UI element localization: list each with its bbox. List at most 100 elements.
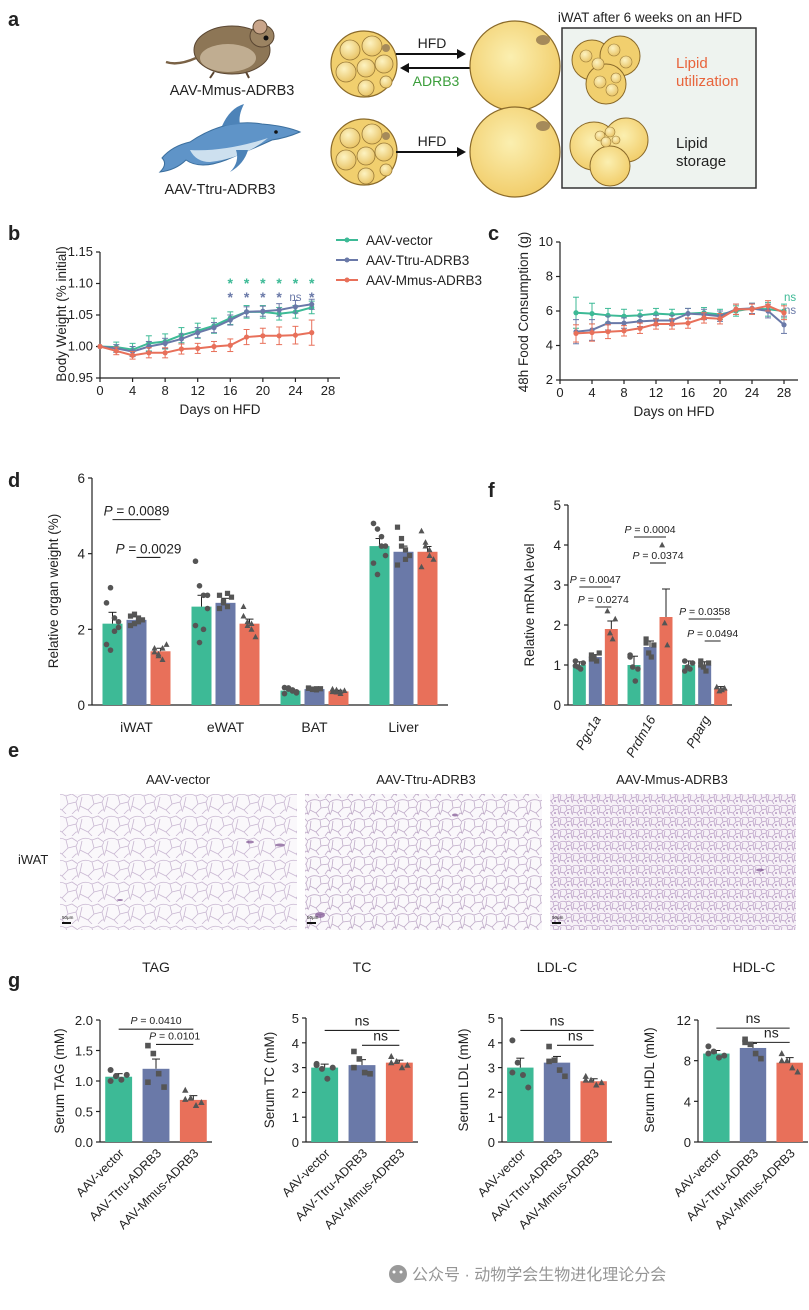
bar — [776, 1062, 803, 1142]
square-point — [356, 1056, 363, 1062]
dot-point — [281, 690, 288, 697]
arrows-top — [396, 49, 470, 73]
sig-mark-vector: * — [244, 275, 250, 291]
c-ns-vector: ns — [784, 292, 796, 304]
food-consumption-chart: Days on HFD 48h Food Consumption (g) ns … — [516, 232, 798, 419]
dot-point — [107, 584, 114, 591]
category-label: Pgc1a — [573, 713, 604, 752]
organ-weight-chart: Relative organ weight (%) 0 2 4 6 iWAT eWAT BA… — [46, 471, 448, 735]
data-point — [195, 330, 201, 336]
dot-point — [382, 543, 389, 549]
panel-label-g: g — [8, 970, 20, 992]
square-point — [698, 662, 704, 668]
arrow-bottom — [396, 147, 466, 157]
dot-point — [115, 624, 122, 631]
dot-point — [329, 1064, 336, 1071]
triangle-point — [582, 1072, 589, 1079]
iwat-box-title: iWAT after 6 weeks on an HFD — [558, 10, 743, 25]
bar — [126, 619, 147, 705]
histology-row-label: iWAT — [18, 852, 48, 867]
triangle-point — [244, 618, 251, 625]
triangle-point — [151, 648, 158, 655]
triangle-point — [159, 656, 166, 662]
y-tick-label: 2 — [292, 1085, 299, 1100]
triangle-point — [159, 645, 166, 651]
square-point — [224, 604, 231, 610]
y-tick-label: 4 — [553, 538, 561, 553]
dot-point — [509, 1069, 516, 1076]
scale-bar-mmus — [552, 922, 561, 924]
dot-point — [370, 520, 377, 527]
triangle-point — [248, 626, 255, 632]
data-point — [227, 317, 233, 323]
b-y-label: Body Weight (% initial) — [54, 246, 69, 382]
y-tick-label: 1 — [553, 658, 561, 673]
triangle-point — [426, 552, 433, 558]
multilocular-adipocyte-top — [330, 30, 398, 98]
square-point — [643, 636, 649, 642]
data-point — [573, 330, 579, 337]
p-value-label: P = 0.0274 — [578, 594, 629, 606]
square-point — [703, 668, 709, 674]
triangle-point — [187, 1094, 194, 1101]
data-point — [749, 306, 755, 312]
panel-label-f: f — [488, 480, 495, 502]
square-point — [651, 642, 657, 648]
dot-point — [577, 666, 584, 672]
square-point — [224, 590, 231, 596]
square-point — [131, 611, 138, 617]
p-value-label: ns — [355, 1012, 370, 1028]
data-point — [260, 308, 266, 314]
serum-tc-chart: TC Serum TC (mM) 012345AAV-vectorAAV-Ttr… — [262, 959, 418, 1232]
y-tick-label: 1.15 — [68, 244, 93, 259]
scale-label-vector: 50μm — [62, 915, 74, 920]
y-tick-label: 4 — [488, 1036, 495, 1051]
square-point — [398, 535, 405, 542]
dot-point — [107, 647, 114, 653]
legend-label-mmus: AAV-Mmus-ADRB3 — [366, 273, 482, 288]
dot-point — [509, 1037, 516, 1044]
lipid-utilization-line1: Lipid — [676, 55, 708, 72]
square-point — [546, 1043, 552, 1050]
y-tick-label: 0 — [77, 698, 85, 713]
x-tick-label: 4 — [129, 383, 136, 398]
triangle-point — [778, 1050, 785, 1057]
triangle-point — [404, 1061, 411, 1068]
bar — [239, 623, 260, 705]
g2-title: TC — [353, 959, 372, 975]
square-point — [127, 622, 134, 629]
data-point — [97, 343, 103, 350]
sig-mark-vector: * — [276, 275, 282, 291]
p-value-label: P = 0.0029 — [116, 541, 182, 556]
triangle-point — [713, 683, 720, 690]
data-point — [243, 309, 250, 315]
p-value-label: P = 0.0004 — [624, 524, 675, 536]
x-tick-label: 20 — [256, 383, 270, 398]
y-tick-label: 12 — [677, 1013, 691, 1028]
d-y-label: Relative organ weight (%) — [46, 514, 61, 669]
square-point — [131, 621, 138, 627]
square-point — [309, 686, 316, 693]
data-point — [243, 334, 250, 340]
sig-mark-ttru: * — [276, 289, 282, 305]
bar — [507, 1067, 534, 1142]
triangle-point — [393, 1058, 400, 1064]
square-point — [646, 650, 652, 656]
category-label: Prdm16 — [623, 712, 659, 760]
p-value-label: ns — [746, 1010, 761, 1026]
bar — [417, 551, 438, 705]
bar — [215, 602, 236, 705]
square-point — [648, 654, 654, 660]
y-tick-label: 0 — [292, 1135, 299, 1150]
square-point — [127, 613, 134, 619]
y-tick-label: 1 — [488, 1110, 495, 1125]
scale-label-mmus: 50μm — [552, 915, 564, 920]
bar — [179, 1099, 207, 1142]
square-point — [752, 1050, 759, 1057]
lipid-utilization-line2: utilization — [676, 73, 739, 90]
square-point — [228, 594, 235, 600]
data-point — [309, 330, 315, 336]
y-tick-label: 2 — [553, 618, 561, 633]
y-tick-label: 5 — [292, 1011, 299, 1026]
square-point — [216, 592, 223, 598]
